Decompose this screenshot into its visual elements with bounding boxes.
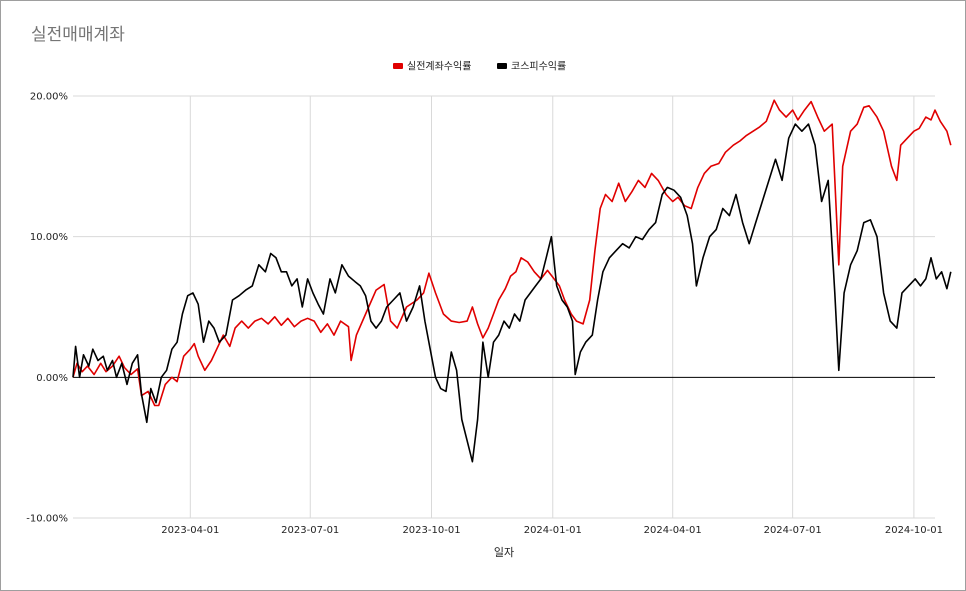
chart-title: 실전매매계좌 [31, 25, 125, 45]
x-tick-label: 2023-04-01 [161, 525, 219, 536]
series-line-kospi-return [72, 123, 952, 463]
y-tick-label: 10.00% [30, 232, 68, 243]
grid-lines [73, 95, 935, 519]
x-tick-label: 2024-04-01 [644, 525, 702, 536]
legend-swatch [497, 63, 507, 69]
y-tick-label: -10.00% [26, 514, 68, 525]
x-tick-label: 2024-01-01 [524, 525, 582, 536]
legend: 실전계좌수익률 코스피수익률 [393, 61, 566, 73]
legend-label: 코스피수익률 [511, 61, 566, 73]
x-tick-label: 2023-10-01 [402, 525, 460, 536]
x-tick-label: 2023-07-01 [281, 525, 339, 536]
legend-label: 실전계좌수익률 [407, 61, 471, 73]
series-layer [72, 99, 952, 463]
y-tick-label: 20.00% [30, 92, 68, 103]
y-tick-label: 0.00% [36, 373, 68, 384]
legend-swatch [393, 63, 403, 69]
x-axis-tick-labels: 2023-04-01 2023-07-01 2023-10-01 2024-01-01… [161, 525, 943, 536]
series-line-account-return [72, 99, 952, 407]
y-axis-tick-labels: 20.00% 10.00% 0.00% -10.00% [26, 92, 68, 525]
x-axis-title: 일자 [494, 545, 514, 559]
x-tick-label: 2024-10-01 [885, 525, 943, 536]
x-tick-label: 2024-07-01 [764, 525, 822, 536]
